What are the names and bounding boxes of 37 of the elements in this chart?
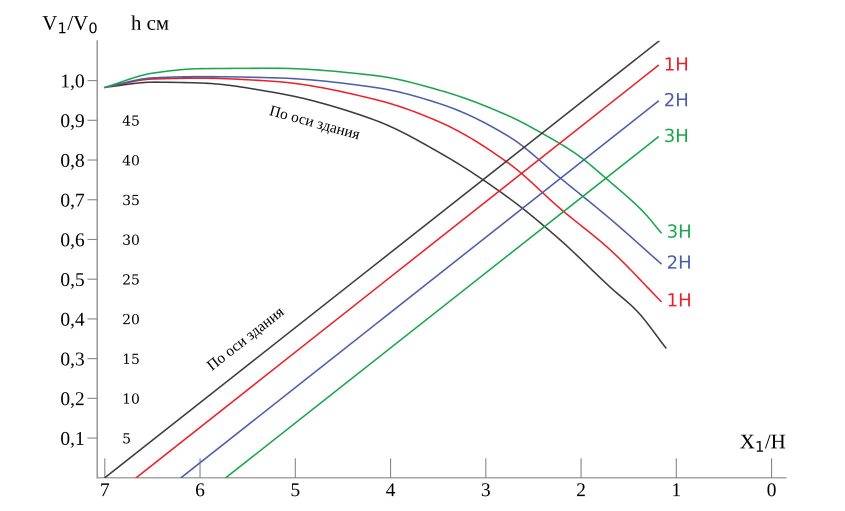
y2-tick-label: 45 bbox=[122, 115, 139, 126]
x-axis-title: X$_{1}$/H bbox=[740, 434, 786, 452]
y-tick-label: 0,7 bbox=[61, 194, 84, 210]
series-label: 2H bbox=[665, 92, 688, 106]
y-tick-label: 0,2 bbox=[61, 392, 84, 408]
x-tick-label: 3 bbox=[482, 483, 490, 496]
y2-tick-label: 5 bbox=[123, 433, 130, 444]
series-label: 3H bbox=[668, 224, 690, 238]
x-tick-label: 2 bbox=[577, 483, 585, 496]
y2-tick-label: 40 bbox=[122, 155, 139, 166]
x-tick-label: 0 bbox=[767, 483, 776, 496]
series-label: 1H bbox=[668, 293, 690, 306]
y-axis-title: V$_{1}$/V$_{0}$ bbox=[42, 16, 97, 34]
y2-axis-title: h см bbox=[131, 15, 169, 30]
x-tick-label: 7 bbox=[101, 483, 110, 496]
y2-tick-label: 25 bbox=[123, 274, 139, 285]
series-label: 3H bbox=[665, 128, 688, 142]
y-tick-label: 0,8 bbox=[61, 154, 84, 170]
y-tick-label: 1,0 bbox=[62, 74, 84, 90]
y-tick-label: 0,5 bbox=[61, 273, 84, 289]
y2-tick-label: 30 bbox=[123, 234, 139, 245]
x-tick-label: 1 bbox=[673, 483, 680, 496]
y-tick-label: 0,6 bbox=[61, 233, 84, 250]
y2-tick-label: 20 bbox=[123, 314, 139, 324]
y-tick-label: 0,4 bbox=[61, 312, 84, 329]
x-tick-label: 5 bbox=[292, 483, 300, 496]
series-label: 1H bbox=[666, 57, 688, 70]
y-tick-label: 0,1 bbox=[61, 432, 84, 448]
y-tick-label: 0,3 bbox=[61, 352, 84, 368]
annotation: По оси здания bbox=[268, 105, 361, 142]
x-tick-label: 6 bbox=[196, 483, 204, 496]
y2-tick-label: 10 bbox=[124, 393, 139, 404]
y2-tick-label: 35 bbox=[123, 194, 139, 206]
y2-tick-label: 15 bbox=[124, 354, 139, 364]
series-label: 2H bbox=[668, 255, 690, 269]
x-tick-label: 4 bbox=[386, 483, 396, 496]
y-tick-label: 0,9 bbox=[61, 114, 84, 130]
